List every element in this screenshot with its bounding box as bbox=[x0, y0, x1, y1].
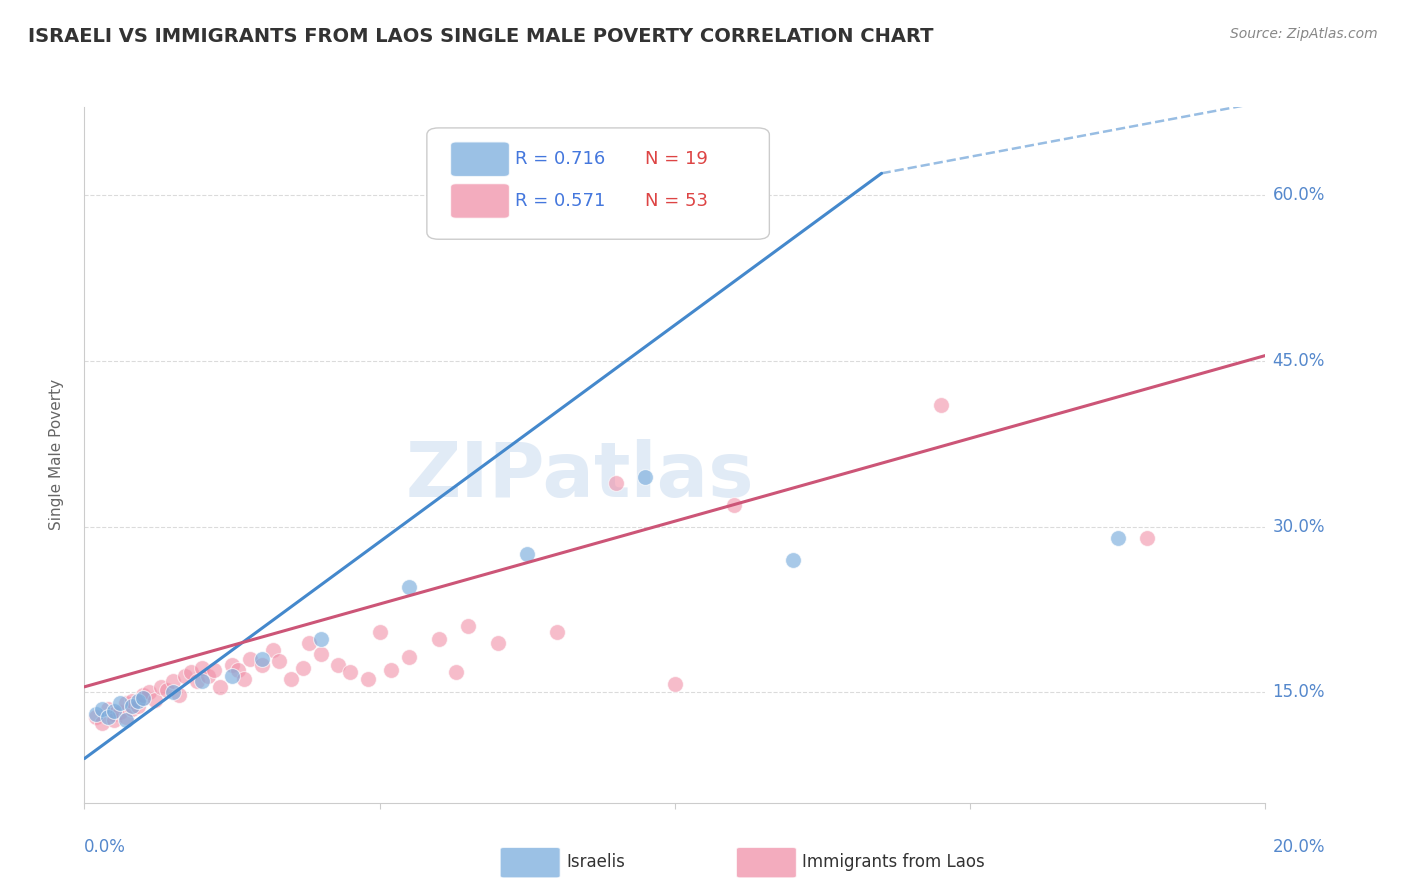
Point bbox=[782, 553, 804, 567]
Point bbox=[664, 676, 686, 690]
Point bbox=[427, 632, 450, 647]
Point bbox=[103, 713, 125, 727]
Text: N = 53: N = 53 bbox=[645, 192, 709, 210]
Point bbox=[221, 657, 243, 672]
FancyBboxPatch shape bbox=[450, 184, 509, 219]
Point bbox=[250, 657, 273, 672]
Point bbox=[97, 709, 120, 723]
Point bbox=[121, 698, 143, 713]
Text: N = 19: N = 19 bbox=[645, 150, 709, 169]
Point bbox=[127, 698, 149, 713]
Point bbox=[380, 663, 402, 677]
Point bbox=[84, 709, 107, 723]
Point bbox=[173, 669, 195, 683]
Point bbox=[121, 702, 143, 716]
Point bbox=[1136, 531, 1159, 545]
Point bbox=[328, 657, 350, 672]
Point bbox=[262, 643, 284, 657]
Point bbox=[108, 697, 131, 711]
Point bbox=[605, 475, 627, 490]
Point bbox=[132, 690, 155, 705]
Text: 45.0%: 45.0% bbox=[1272, 352, 1324, 370]
Text: 60.0%: 60.0% bbox=[1272, 186, 1324, 204]
Point bbox=[516, 547, 538, 561]
FancyBboxPatch shape bbox=[501, 847, 561, 878]
Point bbox=[269, 655, 291, 669]
Point bbox=[167, 688, 190, 702]
Point bbox=[150, 680, 173, 694]
Point bbox=[103, 707, 125, 722]
FancyBboxPatch shape bbox=[450, 142, 509, 177]
Point bbox=[191, 661, 214, 675]
Point bbox=[723, 498, 745, 512]
Point bbox=[280, 672, 302, 686]
Point bbox=[114, 697, 136, 711]
Point bbox=[368, 624, 391, 639]
Point bbox=[221, 669, 243, 683]
Text: 15.0%: 15.0% bbox=[1272, 683, 1324, 701]
Point bbox=[114, 709, 136, 723]
Point bbox=[132, 690, 155, 705]
Point bbox=[309, 647, 332, 661]
Point bbox=[634, 470, 657, 484]
Point bbox=[1107, 531, 1129, 545]
Point bbox=[232, 672, 254, 686]
Point bbox=[114, 713, 136, 727]
Point bbox=[357, 672, 380, 686]
Text: 30.0%: 30.0% bbox=[1272, 517, 1324, 536]
Point bbox=[191, 674, 214, 689]
Point bbox=[162, 674, 184, 689]
Point bbox=[291, 661, 314, 675]
Text: ZIPatlas: ZIPatlas bbox=[406, 439, 755, 513]
Point bbox=[84, 707, 107, 722]
Point bbox=[197, 669, 219, 683]
Point bbox=[226, 663, 249, 677]
Point bbox=[929, 398, 952, 412]
Point bbox=[91, 702, 114, 716]
Point bbox=[239, 652, 262, 666]
Point bbox=[162, 685, 184, 699]
Point bbox=[339, 665, 361, 680]
Point bbox=[143, 693, 166, 707]
Text: 20.0%: 20.0% bbox=[1272, 838, 1324, 856]
Point bbox=[156, 683, 179, 698]
Point bbox=[398, 581, 420, 595]
Point bbox=[298, 635, 321, 649]
Text: ISRAELI VS IMMIGRANTS FROM LAOS SINGLE MALE POVERTY CORRELATION CHART: ISRAELI VS IMMIGRANTS FROM LAOS SINGLE M… bbox=[28, 27, 934, 45]
Text: 0.0%: 0.0% bbox=[84, 838, 127, 856]
Point bbox=[121, 694, 143, 708]
Point bbox=[546, 624, 568, 639]
Point bbox=[186, 674, 208, 689]
Point bbox=[398, 650, 420, 665]
Text: Immigrants from Laos: Immigrants from Laos bbox=[803, 853, 986, 871]
Point bbox=[108, 705, 131, 719]
FancyBboxPatch shape bbox=[737, 847, 797, 878]
Point bbox=[457, 619, 479, 633]
Point bbox=[91, 716, 114, 731]
FancyBboxPatch shape bbox=[427, 128, 769, 239]
Point bbox=[97, 702, 120, 716]
Point bbox=[486, 635, 509, 649]
Point bbox=[138, 685, 160, 699]
Point bbox=[127, 694, 149, 708]
Point bbox=[309, 632, 332, 647]
Point bbox=[446, 665, 468, 680]
Text: R = 0.571: R = 0.571 bbox=[516, 192, 606, 210]
Point bbox=[180, 665, 202, 680]
Text: Israelis: Israelis bbox=[567, 853, 626, 871]
Point bbox=[202, 663, 225, 677]
Point bbox=[132, 688, 155, 702]
Text: R = 0.716: R = 0.716 bbox=[516, 150, 606, 169]
Text: Source: ZipAtlas.com: Source: ZipAtlas.com bbox=[1230, 27, 1378, 41]
Point bbox=[103, 704, 125, 718]
Point bbox=[250, 652, 273, 666]
Point bbox=[209, 680, 232, 694]
Y-axis label: Single Male Poverty: Single Male Poverty bbox=[49, 379, 63, 531]
